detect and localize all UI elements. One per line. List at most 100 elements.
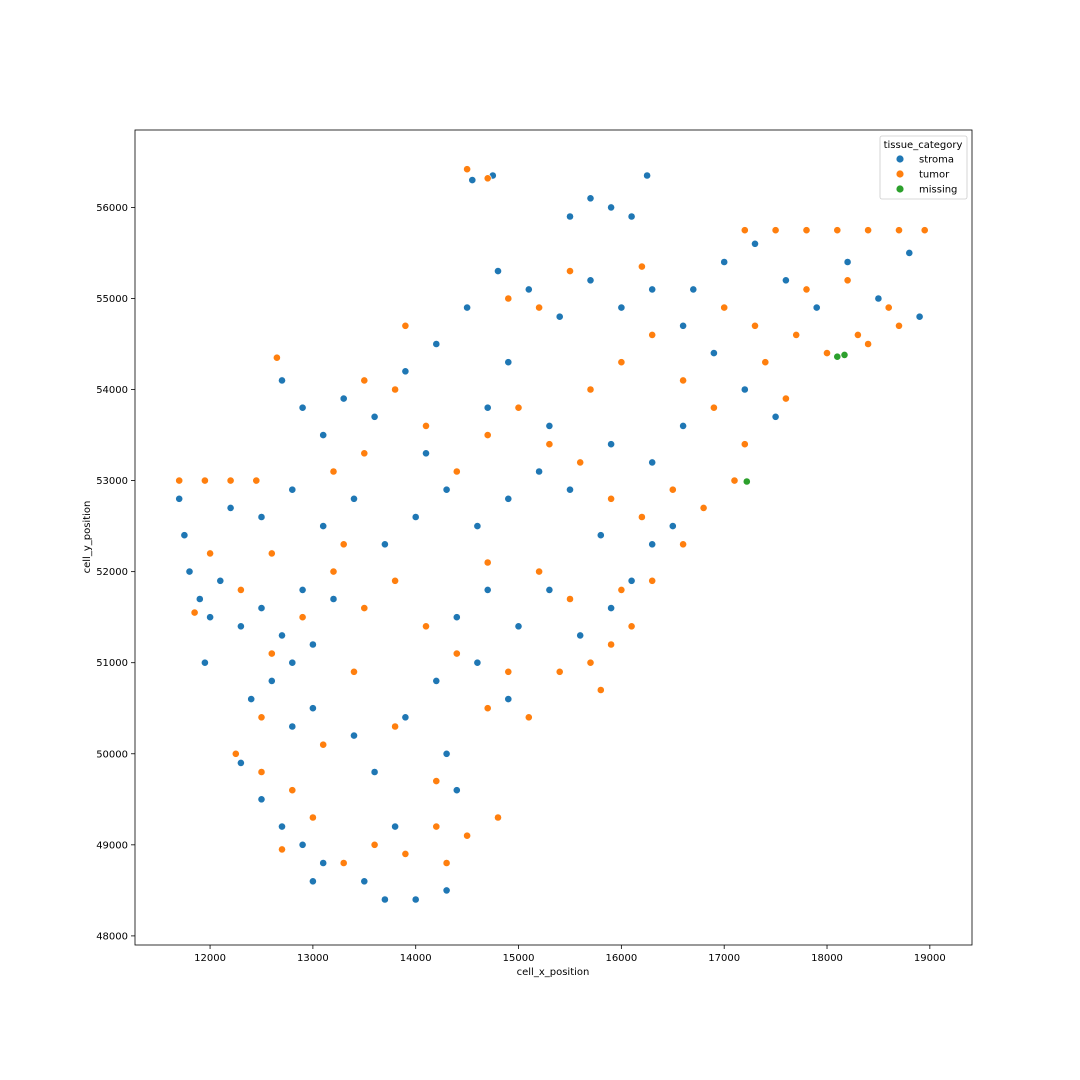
point-tumor-85 <box>638 513 646 521</box>
point-stroma-36 <box>607 604 615 612</box>
point-stroma-80 <box>627 212 636 221</box>
x-tick-label-18000: 18000 <box>811 953 843 964</box>
y-axis-label: cell_y_position <box>82 501 93 574</box>
point-missing-1 <box>833 352 842 361</box>
point-tumor-80 <box>494 813 502 822</box>
point-tumor-57 <box>802 226 811 235</box>
point-tumor-16 <box>319 740 328 749</box>
point-tumor-13 <box>483 704 492 713</box>
point-tumor-46 <box>617 358 626 367</box>
y-tick-label-50000: 50000 <box>96 749 128 760</box>
point-stroma-25 <box>370 768 379 776</box>
x-tick-label-14000: 14000 <box>400 953 432 964</box>
point-tumor-93 <box>339 540 348 549</box>
point-stroma-84 <box>278 376 286 385</box>
point-stroma-34 <box>545 586 554 594</box>
point-stroma-64 <box>648 285 657 294</box>
point-stroma-10 <box>308 640 317 649</box>
point-stroma-17 <box>278 822 286 831</box>
point-stroma-68 <box>771 412 780 421</box>
point-tumor-19 <box>278 845 286 854</box>
point-tumor-18 <box>257 768 266 776</box>
point-tumor-90 <box>864 340 872 348</box>
point-stroma-47 <box>380 540 389 549</box>
point-tumor-17 <box>288 786 297 795</box>
data-points <box>175 165 929 904</box>
point-stroma-38 <box>648 540 657 549</box>
point-tumor-54 <box>823 349 831 357</box>
point-tumor-37 <box>545 440 554 449</box>
point-stroma-73 <box>843 258 852 266</box>
legend-label-tumor: tumor <box>919 170 950 181</box>
point-tumor-65 <box>802 285 811 294</box>
point-tumor-86 <box>668 485 677 494</box>
point-tumor-33 <box>679 540 687 549</box>
point-tumor-62 <box>854 330 862 339</box>
point-tumor-76 <box>231 749 240 758</box>
point-tumor-75 <box>190 608 199 617</box>
point-stroma-0 <box>175 494 184 503</box>
point-missing-2 <box>742 477 751 486</box>
point-tumor-77 <box>257 713 266 722</box>
point-stroma-55 <box>370 412 379 421</box>
point-stroma-86 <box>308 877 317 886</box>
point-tumor-1 <box>200 476 209 485</box>
point-tumor-58 <box>833 226 842 235</box>
point-stroma-6 <box>236 622 245 631</box>
point-stroma-92 <box>648 458 657 467</box>
point-stroma-9 <box>298 586 307 594</box>
point-tumor-87 <box>720 303 729 312</box>
point-tumor-8 <box>329 567 338 576</box>
point-tumor-15 <box>350 667 358 676</box>
point-stroma-8 <box>278 631 286 640</box>
y-tick-label-53000: 53000 <box>96 476 128 487</box>
point-tumor-26 <box>391 722 399 731</box>
legend-marker-tumor <box>896 170 904 178</box>
point-tumor-68 <box>638 262 646 271</box>
point-tumor-59 <box>864 226 872 235</box>
point-stroma-81 <box>643 171 651 180</box>
point-tumor-84 <box>617 586 626 594</box>
y-tick-label-48000: 48000 <box>96 931 128 942</box>
point-tumor-2 <box>226 476 235 485</box>
point-tumor-11 <box>422 622 430 631</box>
point-tumor-52 <box>761 358 770 367</box>
point-tumor-48 <box>679 376 687 385</box>
plot-area <box>135 130 972 945</box>
x-axis-ticks: 12000 13000 14000 15000 16000 17000 18000 19000 <box>194 945 946 964</box>
point-tumor-42 <box>391 385 399 394</box>
point-stroma-14 <box>308 704 317 713</box>
point-tumor-61 <box>920 226 929 235</box>
plot-frame <box>134 129 973 946</box>
y-tick-label-51000: 51000 <box>96 658 128 669</box>
point-tumor-10 <box>391 576 399 585</box>
point-tumor-21 <box>370 840 379 849</box>
point-tumor-50 <box>740 440 749 449</box>
point-tumor-81 <box>524 713 533 722</box>
point-stroma-22 <box>411 895 420 904</box>
y-tick-label-49000: 49000 <box>96 840 128 851</box>
point-tumor-49 <box>710 403 718 412</box>
point-tumor-27 <box>535 567 543 576</box>
point-stroma-62 <box>586 276 595 285</box>
point-stroma-65 <box>679 321 687 330</box>
point-stroma-74 <box>874 294 883 303</box>
point-stroma-54 <box>339 394 348 403</box>
point-tumor-53 <box>792 330 801 339</box>
point-stroma-7 <box>257 604 266 612</box>
point-stroma-63 <box>617 303 626 312</box>
point-tumor-34 <box>699 503 708 512</box>
legend-marker-missing <box>896 185 904 193</box>
point-stroma-2 <box>185 567 194 576</box>
point-stroma-95 <box>442 749 451 758</box>
point-tumor-0 <box>175 476 184 485</box>
point-stroma-3 <box>195 595 204 603</box>
point-tumor-56 <box>771 226 780 235</box>
point-missing-0 <box>840 350 849 359</box>
point-stroma-32 <box>483 586 492 594</box>
point-stroma-41 <box>566 485 574 494</box>
y-tick-label-56000: 56000 <box>96 203 128 214</box>
point-stroma-76 <box>915 312 924 321</box>
point-tumor-89 <box>782 394 790 403</box>
